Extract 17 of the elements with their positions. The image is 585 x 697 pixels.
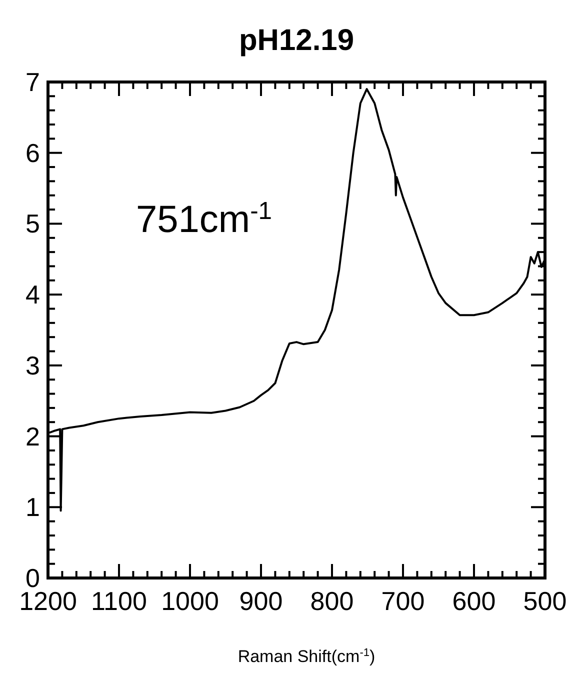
y-tick-label: 1 bbox=[26, 492, 40, 522]
annotation: 751cm$^{-1}$ bbox=[136, 198, 272, 241]
x-tick-label: 500 bbox=[523, 586, 567, 616]
y-tick-label: 7 bbox=[26, 67, 40, 97]
x-tick-label: 1000 bbox=[161, 586, 219, 616]
y-tick-label: 4 bbox=[26, 280, 40, 310]
x-tick-label: 1100 bbox=[91, 586, 147, 616]
y-tick-label: 6 bbox=[26, 138, 40, 168]
y-tick-label: 5 bbox=[26, 208, 40, 239]
x-tick-label: 900 bbox=[239, 586, 283, 616]
x-axis-title: Raman Shift(cm$^{-1}$) bbox=[238, 647, 376, 666]
x-tick-label: 700 bbox=[381, 586, 425, 616]
x-tick-label: 600 bbox=[452, 586, 496, 616]
y-tick-label: 2 bbox=[26, 421, 40, 452]
x-tick-label: 800 bbox=[310, 586, 354, 616]
y-tick-label: 3 bbox=[26, 350, 40, 380]
chart-title: pH12.19 bbox=[238, 24, 354, 57]
